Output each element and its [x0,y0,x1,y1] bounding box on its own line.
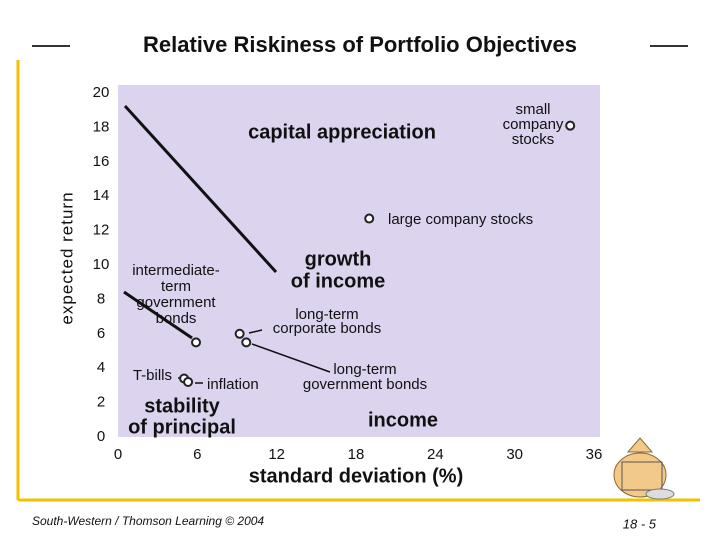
x-tick-label: 24 [427,446,444,463]
point-label: long-term [295,306,358,323]
point-label: stocks [512,131,555,148]
point-label: small [515,101,550,118]
y-tick-label: 10 [93,256,110,273]
x-axis-label: standard deviation (%) [249,465,463,487]
data-point [364,213,375,224]
plot-area [118,85,600,437]
y-tick-label: 14 [93,187,110,204]
data-point [191,337,202,348]
x-tick-label: 18 [348,446,365,463]
y-tick-label: 8 [97,290,105,307]
point-label: long-term [333,361,396,378]
point-label: company [503,116,564,133]
y-tick-label: 2 [97,394,105,411]
chart-title: Relative Riskiness of Portfolio Objectiv… [143,32,577,57]
region-label: of income [291,270,385,292]
y-axis-label: expected return [57,191,76,324]
data-point [183,376,194,387]
region-boundary [123,104,278,274]
data-point [241,337,252,348]
leader-line [248,329,263,334]
page-number: 18 - 5 [623,516,657,531]
footer-source: South-Western / Thomson Learning © 2004 [32,514,264,528]
point-label: large company stocks [388,211,533,228]
point-label: intermediate- [132,262,220,279]
y-tick-label: 6 [97,325,105,342]
region-boundary [123,290,193,340]
region-label: stability [144,395,220,417]
y-tick-label: 4 [97,359,105,376]
region-label: of principal [128,416,236,438]
y-tick-label: 16 [93,153,110,170]
data-point [565,120,576,131]
region-label: growth [305,248,372,270]
y-tick-label: 0 [97,428,105,445]
x-tick-label: 0 [114,446,122,463]
region-label: income [368,409,438,431]
x-tick-label: 36 [586,446,603,463]
point-label: government bonds [303,376,427,393]
point-label: corporate bonds [273,320,381,337]
decorative-icon [613,437,675,500]
point-label: term [161,278,191,295]
y-tick-label: 18 [93,118,110,135]
point-label: T-bills [133,367,172,384]
point-label: bonds [156,310,197,327]
x-tick-label: 30 [506,446,523,463]
y-tick-label: 20 [93,84,110,101]
leader-line [251,343,331,373]
point-label: inflation [207,376,259,393]
data-point [234,328,245,339]
x-tick-label: 6 [193,446,201,463]
point-label: government [136,294,216,311]
x-tick-label: 12 [268,446,285,463]
region-label: capital appreciation [248,121,436,143]
y-tick-label: 12 [93,222,110,239]
